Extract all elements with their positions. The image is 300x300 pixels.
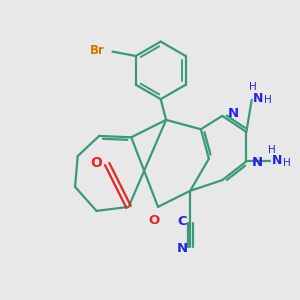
Text: H: H	[283, 158, 290, 168]
Text: O: O	[90, 156, 102, 170]
Text: Br: Br	[90, 44, 104, 57]
Text: H: H	[264, 95, 272, 106]
Text: O: O	[148, 214, 160, 227]
Text: N: N	[252, 156, 263, 169]
Text: H: H	[268, 145, 276, 155]
Text: N: N	[272, 154, 282, 167]
Text: C: C	[178, 215, 188, 228]
Text: N: N	[253, 92, 263, 105]
Text: N: N	[176, 242, 188, 255]
Text: H: H	[249, 82, 257, 92]
Text: N: N	[228, 107, 239, 120]
